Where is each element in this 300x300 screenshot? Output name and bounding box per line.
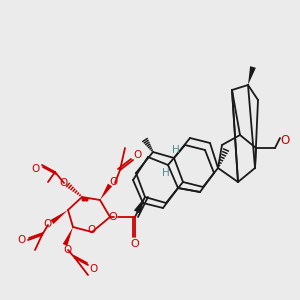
Text: O: O bbox=[89, 264, 97, 274]
Text: O: O bbox=[31, 164, 39, 174]
Text: O: O bbox=[110, 177, 118, 187]
Polygon shape bbox=[63, 227, 73, 246]
Text: H: H bbox=[162, 168, 170, 178]
Text: O: O bbox=[88, 225, 96, 235]
Text: O: O bbox=[134, 150, 142, 160]
Text: O: O bbox=[109, 212, 117, 222]
Text: H: H bbox=[172, 145, 180, 155]
Text: O: O bbox=[280, 134, 290, 146]
Polygon shape bbox=[100, 184, 112, 200]
Text: O: O bbox=[63, 245, 71, 255]
Polygon shape bbox=[50, 210, 68, 224]
Polygon shape bbox=[248, 66, 256, 85]
Text: O: O bbox=[130, 239, 140, 249]
Text: O: O bbox=[43, 219, 51, 229]
Text: O: O bbox=[59, 178, 67, 188]
Polygon shape bbox=[134, 197, 145, 214]
Text: O: O bbox=[17, 235, 25, 245]
